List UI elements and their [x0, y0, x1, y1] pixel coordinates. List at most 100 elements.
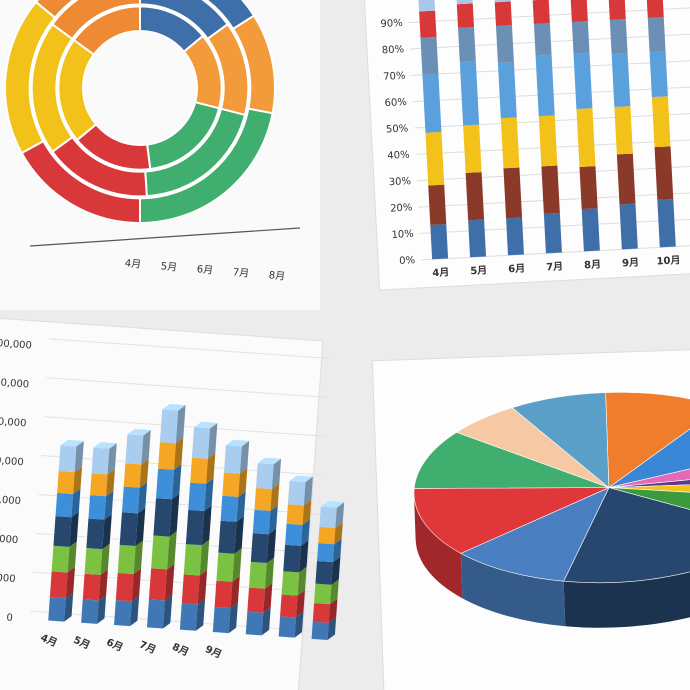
y-tick-label: 1,000,000	[0, 532, 19, 547]
bar-segment	[88, 495, 107, 520]
bar-segment-side	[174, 437, 184, 470]
bar-segment-side	[330, 579, 339, 605]
bar-segment	[123, 463, 142, 488]
bar-segment-side	[97, 595, 107, 624]
bar-segment-side	[294, 611, 304, 638]
bar-top	[127, 428, 151, 436]
bar-segment	[188, 482, 207, 511]
bar-top	[289, 475, 313, 483]
grid-line	[421, 244, 690, 261]
y-tick-label: 70%	[383, 71, 406, 83]
bar-segment	[255, 463, 274, 490]
bar-segment-side	[71, 488, 81, 518]
grid-line	[43, 416, 327, 437]
grid-line	[414, 112, 690, 129]
grid-line	[46, 377, 329, 398]
y-tick-label: 50%	[386, 123, 409, 135]
bar-segment-side	[264, 557, 275, 589]
bar-segment-side	[261, 607, 271, 636]
grid-line	[49, 338, 332, 360]
bar-top	[60, 439, 84, 447]
bar-segment	[49, 571, 68, 599]
bar-segment-side	[167, 531, 177, 570]
bar-segment-side	[201, 505, 212, 546]
bar-segment	[430, 224, 449, 260]
bar-segment-side	[139, 458, 149, 488]
x-tick-label: 7月	[546, 260, 564, 273]
y-tick-label: 30%	[389, 176, 412, 188]
bar-segment	[283, 544, 302, 573]
bar-segment	[614, 106, 633, 155]
axis-line	[29, 227, 301, 247]
bar-segment	[216, 552, 235, 582]
bar-segment	[418, 0, 436, 12]
bar-segment-side	[334, 522, 343, 545]
grid-line	[418, 191, 690, 208]
bar-segment-side	[297, 566, 307, 596]
bar-segment-side	[130, 595, 140, 627]
bar-segment	[121, 486, 140, 514]
y-tick-label: 3,500,000	[0, 337, 32, 352]
x-tick-label: 9月	[622, 256, 640, 269]
bar-segment-side	[204, 478, 214, 511]
bar-segment	[252, 509, 271, 535]
bar-segment	[570, 0, 588, 22]
bar-top	[194, 421, 218, 429]
bar-segment	[535, 54, 555, 117]
bar-segment	[119, 512, 138, 547]
bar-segment	[53, 516, 72, 547]
bar-segment-side	[104, 490, 114, 520]
bar-top	[162, 403, 186, 411]
bar-segment-side	[332, 538, 342, 563]
x-tick-label: 4月	[432, 266, 450, 279]
bar-segment	[280, 594, 298, 618]
bar-segment	[463, 124, 482, 173]
paper-axis: 4月 5月 6月 7月 8月	[29, 227, 301, 283]
bar-segment	[611, 53, 631, 107]
pie-slice	[608, 487, 690, 534]
bar-segment	[616, 153, 636, 205]
bar-segment-side	[141, 430, 151, 465]
bar-segment-side	[238, 468, 248, 497]
bar-segment	[314, 583, 332, 605]
donut-segment	[34, 0, 76, 20]
bar-segment	[181, 574, 200, 605]
bar-segment	[58, 445, 77, 473]
bar-segment-side	[197, 570, 208, 605]
donut-segment	[50, 0, 141, 41]
pie-slice	[608, 445, 690, 488]
bar-segment	[125, 434, 144, 465]
bar-segment-side	[135, 507, 146, 547]
bar-segment	[281, 571, 300, 596]
pie-slice	[511, 392, 610, 489]
bar-segment-side	[232, 548, 242, 582]
bar-segment	[576, 108, 596, 167]
grid-line	[412, 86, 690, 103]
x-tick-label: 8月	[268, 269, 286, 283]
bar-top	[257, 457, 282, 465]
bar-segment-side	[228, 602, 238, 634]
y-tick-label: 20%	[390, 202, 413, 214]
bar-segment	[254, 487, 272, 511]
bar-segment	[146, 599, 165, 629]
bar-segment-side	[302, 499, 312, 525]
bar-segment	[82, 573, 101, 601]
bar-segment	[156, 468, 175, 500]
bar-segment	[459, 61, 480, 126]
y-tick-label: 0	[6, 613, 13, 624]
y-tick-label: 0%	[399, 255, 415, 267]
bar-segment	[90, 473, 108, 497]
y-tick-label: 3,000,000	[0, 376, 29, 391]
bar-top	[320, 501, 345, 508]
bar-segment-side	[162, 594, 173, 629]
bar-segment	[114, 600, 132, 627]
bar-segment-side	[328, 598, 338, 623]
y-tick-label: 10%	[391, 229, 414, 241]
bar-segment-side	[65, 567, 76, 599]
bar-segment	[179, 603, 198, 631]
donut-segment	[72, 5, 141, 56]
y-tick-label: 2,500,000	[0, 415, 27, 430]
y-tick-label: 2,000,000	[0, 454, 24, 469]
bar-segment	[420, 36, 439, 75]
paper-pie	[371, 348, 690, 690]
